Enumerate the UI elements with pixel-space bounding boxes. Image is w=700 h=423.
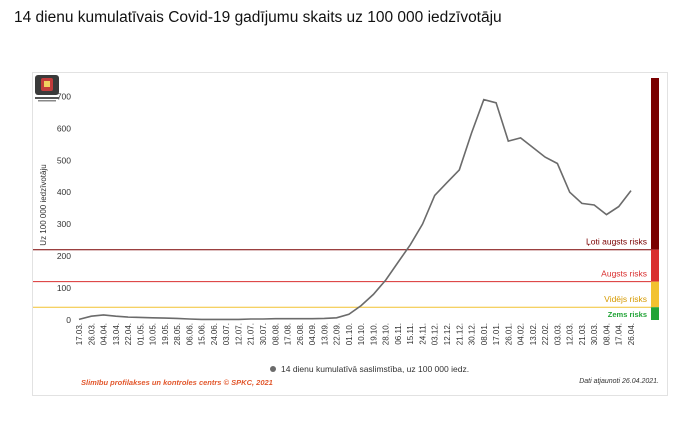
x-tick-label: 26.03. xyxy=(87,323,96,345)
x-tick-label: 12.12. xyxy=(443,323,452,345)
x-tick-label: 24.06. xyxy=(210,323,219,345)
x-tick-label: 30.12. xyxy=(468,323,477,345)
x-tick-label: 30.07. xyxy=(259,323,268,345)
x-tick-label: 12.03. xyxy=(566,323,575,345)
x-tick-label: 22.09. xyxy=(333,323,342,345)
legend-marker-icon xyxy=(270,366,276,372)
x-tick-label: 15.06. xyxy=(198,323,207,345)
legend: 14 dienu kumulatīvā saslimstība, uz 100 … xyxy=(270,364,469,374)
y-tick-label: 0 xyxy=(66,315,71,325)
y-tick-label: 500 xyxy=(57,155,71,165)
threshold-label-1: Augsts risks xyxy=(601,269,647,279)
legend-label: 14 dienu kumulatīvā saslimstība, uz 100 … xyxy=(281,364,470,374)
x-tick-label: 17.01. xyxy=(492,323,501,345)
x-tick-label: 13.04. xyxy=(112,323,121,345)
y-tick-label: 200 xyxy=(57,251,71,261)
x-tick-label: 17.04. xyxy=(615,323,624,345)
chart-panel: Ļoti augsts risks Augsts risks Vidējs risk… xyxy=(32,72,668,396)
x-tick-label: 21.07. xyxy=(247,323,256,345)
x-tick-label: 08.04. xyxy=(602,323,611,345)
x-tick-label: 13.02. xyxy=(529,323,538,345)
x-tick-label: 24.11. xyxy=(418,323,427,345)
x-tick-label: 28.10. xyxy=(382,323,391,345)
x-tick-label: 08.01. xyxy=(480,323,489,345)
x-tick-label: 26.01. xyxy=(504,323,513,345)
covid-line-chart: Ļoti augsts risks Augsts risks Vidējs risk… xyxy=(33,78,659,345)
x-tick-label: 08.08. xyxy=(271,323,280,345)
y-axis-label: Uz 100 000 iedzīvotāju xyxy=(39,164,48,245)
x-tick-label: 17.08. xyxy=(284,323,293,345)
x-tick-label: 10.05. xyxy=(149,323,158,345)
y-tick-label: 300 xyxy=(57,219,71,229)
risk-band-3 xyxy=(651,307,659,320)
x-tick-label: 03.03. xyxy=(553,323,562,345)
x-tick-label: 21.12. xyxy=(455,323,464,345)
y-tick-label: 400 xyxy=(57,187,71,197)
y-tick-label: 600 xyxy=(57,123,71,133)
x-tick-label: 13.09. xyxy=(320,323,329,345)
x-tick-label: 06.06. xyxy=(185,323,194,345)
threshold-label-0: Ļoti augsts risks xyxy=(586,237,647,247)
threshold-label-3: Zems risks xyxy=(608,310,647,319)
data-updated-date: Dati atjaunoti 26.04.2021. xyxy=(579,378,659,385)
x-tick-label: 04.09. xyxy=(308,323,317,345)
y-tick-label: 700 xyxy=(57,91,71,101)
x-tick-label: 28.05. xyxy=(173,323,182,345)
coat-of-arms-logo xyxy=(35,75,59,102)
x-tick-label: 22.02. xyxy=(541,323,550,345)
x-tick-label: 04.04. xyxy=(100,323,109,345)
x-tick-label: 12.07. xyxy=(234,323,243,345)
x-tick-label: 01.10. xyxy=(345,323,354,345)
risk-band-0 xyxy=(651,78,659,250)
x-tick-label: 03.07. xyxy=(222,323,231,345)
x-tick-label: 03.12. xyxy=(431,323,440,345)
series-line xyxy=(78,98,632,321)
x-tick-label: 15.11. xyxy=(406,323,415,345)
x-tick-label: 01.05. xyxy=(136,323,145,345)
risk-band-1 xyxy=(651,249,659,282)
x-tick-label: 06.11. xyxy=(394,323,403,345)
x-tick-label: 26.08. xyxy=(296,323,305,345)
x-tick-label: 10.10. xyxy=(357,323,366,345)
x-tick-label: 19.05. xyxy=(161,323,170,345)
page-title: 14 dienu kumulatīvais Covid-19 gadījumu … xyxy=(14,9,502,26)
risk-band-2 xyxy=(651,281,659,308)
x-tick-label: 17.03. xyxy=(75,323,84,345)
threshold-label-2: Vidējs risks xyxy=(604,294,647,304)
y-tick-label: 100 xyxy=(57,283,71,293)
x-tick-label: 04.02. xyxy=(517,323,526,345)
x-tick-label: 22.04. xyxy=(124,323,133,345)
x-tick-label: 19.10. xyxy=(369,323,378,345)
source-credit: Slimību profilakses un kontroles centrs … xyxy=(81,378,273,387)
x-tick-label: 30.03. xyxy=(590,323,599,345)
x-tick-label: 21.03. xyxy=(578,323,587,345)
x-tick-label: 26.04. xyxy=(627,323,636,345)
